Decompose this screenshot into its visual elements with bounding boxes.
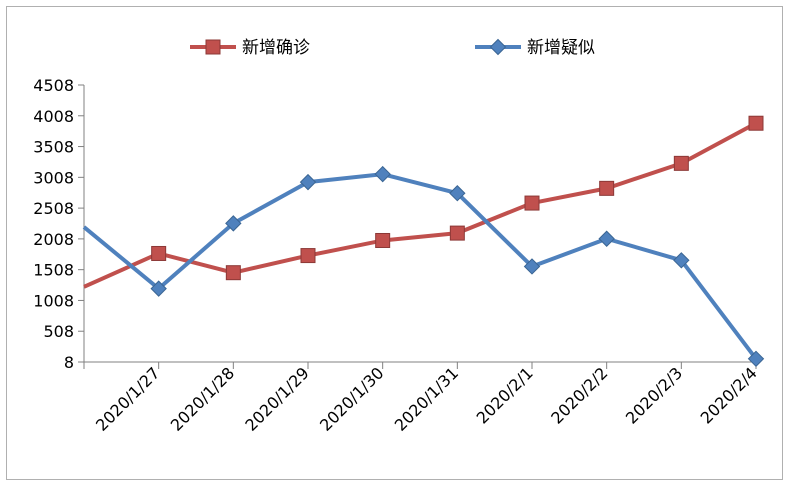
x-tick-label: 2020/2/3 — [622, 363, 686, 427]
series-1 — [83, 115, 764, 289]
legend-marker-diamond — [489, 38, 507, 56]
data-point-square — [449, 225, 465, 241]
data-point-diamond — [673, 252, 690, 269]
data-point-diamond — [747, 350, 765, 368]
y-tick-label: 3008 — [33, 168, 74, 187]
legend-entry-2: 新增疑似 — [475, 38, 595, 58]
data-point-square — [375, 232, 391, 248]
y-tick-label: 508 — [43, 322, 74, 341]
series-2 — [82, 165, 765, 368]
y-tick-label: 2008 — [33, 230, 74, 249]
x-tick-label: 2020/1/27 — [92, 363, 163, 434]
legend-entry-1: 新增确诊 — [190, 38, 310, 58]
legend-marker-square — [205, 39, 221, 55]
data-point-diamond — [374, 165, 391, 183]
y-tick-label: 1008 — [33, 291, 74, 310]
y-tick-label: 2508 — [33, 199, 74, 218]
x-tick-label: 2020/1/31 — [391, 363, 462, 434]
legend-label: 新增确诊 — [242, 38, 310, 58]
x-tick-label: 2020/2/2 — [547, 363, 611, 427]
y-tick-label: 4008 — [33, 107, 74, 126]
x-tick-label: 2020/2/4 — [697, 363, 761, 427]
data-point-square — [151, 245, 167, 261]
y-tick-label: 3508 — [33, 138, 74, 157]
x-tick-label: 2020/1/28 — [167, 363, 238, 434]
data-point-square — [673, 155, 689, 171]
series-line — [82, 172, 758, 361]
y-tick-label: 4508 — [33, 76, 74, 95]
data-point-square — [748, 115, 764, 131]
data-point-square — [599, 180, 615, 196]
data-point-square — [524, 195, 540, 211]
legend: 新增确诊 新增疑似 — [190, 38, 595, 58]
data-point-diamond — [449, 185, 466, 202]
y-tick-label: 8 — [64, 353, 74, 372]
data-point-diamond — [150, 280, 167, 297]
data-point-diamond — [299, 173, 317, 191]
legend-label: 新增疑似 — [527, 38, 595, 58]
y-tick-label: 1508 — [33, 261, 74, 280]
data-point-square — [300, 248, 316, 264]
x-tick-label: 2020/1/29 — [241, 363, 312, 434]
x-tick-label: 2020/2/1 — [473, 363, 537, 427]
series-line — [83, 121, 757, 289]
axes: 8 508 1008 1508 2008 2508 3008 3508 4008 4508 2020… — [33, 76, 761, 435]
series-layer — [82, 115, 765, 368]
data-point-diamond — [598, 230, 615, 247]
data-point-square — [225, 265, 241, 281]
data-point-diamond — [225, 215, 242, 232]
x-tick-label: 2020/1/30 — [316, 363, 387, 434]
data-point-diamond — [523, 258, 541, 275]
chart-frame — [6, 6, 783, 480]
